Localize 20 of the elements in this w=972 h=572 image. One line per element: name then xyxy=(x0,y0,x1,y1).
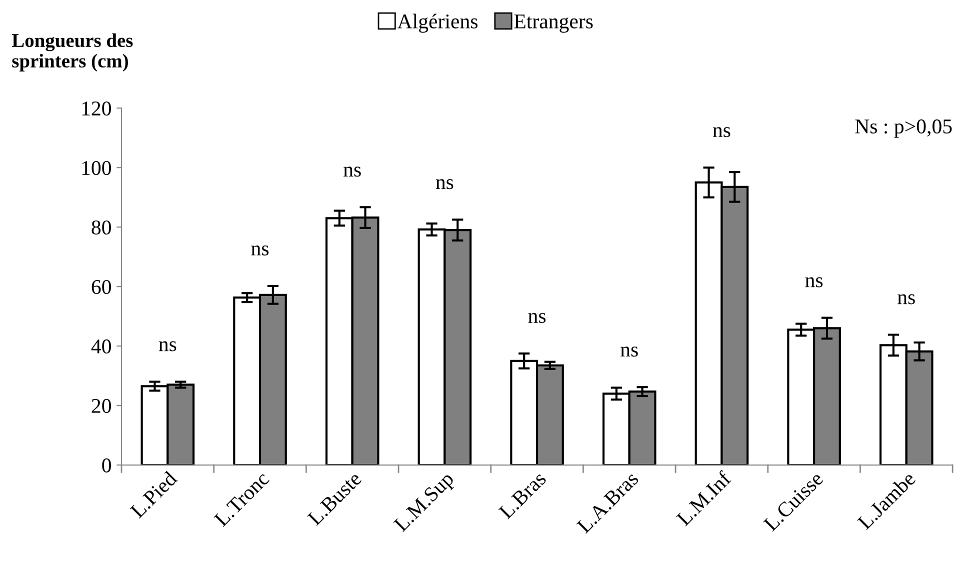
annotation: ns xyxy=(158,341,176,352)
y-tick-label: 120 xyxy=(82,101,111,116)
annotation: ns xyxy=(898,294,915,304)
y-tick-label: 80 xyxy=(92,220,111,235)
annotation: ns xyxy=(620,346,638,357)
annotation: ns xyxy=(436,179,454,190)
annotation: ns xyxy=(251,245,269,256)
annotation: ns xyxy=(712,127,730,138)
legend-label: Algériens xyxy=(397,14,478,33)
y-tick-label: 20 xyxy=(92,398,111,413)
annotation: ns xyxy=(344,166,361,177)
annotation: ns xyxy=(805,277,823,288)
annotation: ns xyxy=(528,312,546,324)
y-tick-label: 0 xyxy=(102,458,111,472)
y-tick-label: 100 xyxy=(82,160,111,176)
y-tick-label: 40 xyxy=(91,339,111,354)
legend-label: Etrangers xyxy=(514,14,593,33)
annotation: Ns : p>0,05 xyxy=(855,119,952,138)
y-axis-title: Longueurs des sprinters (cm) xyxy=(12,33,133,72)
y-tick-label: 60 xyxy=(92,280,111,294)
